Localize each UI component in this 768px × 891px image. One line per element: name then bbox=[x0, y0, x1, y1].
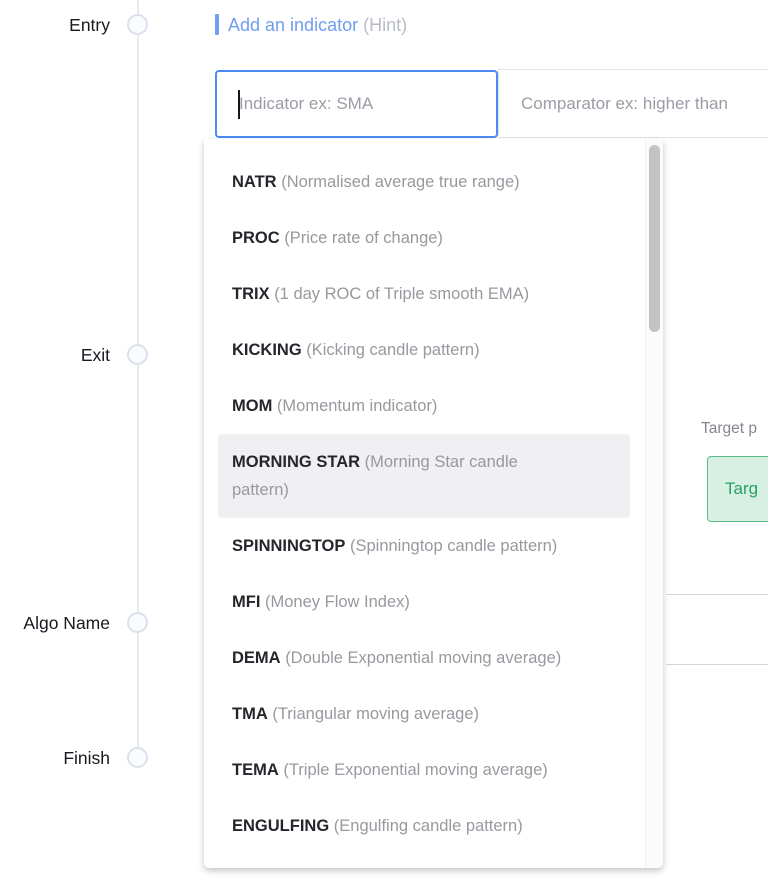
dropdown-item-text: MORNING STAR (Morning Star candle patter… bbox=[232, 448, 572, 504]
comparator-input[interactable] bbox=[498, 69, 768, 138]
stepper-label-entry[interactable]: Entry bbox=[69, 15, 110, 35]
indicator-code: TMA bbox=[232, 705, 268, 723]
dropdown-item[interactable]: SPINNINGTOP (Spinningtop candle pattern) bbox=[218, 518, 630, 574]
indicator-description: (Spinningtop candle pattern) bbox=[349, 537, 558, 555]
indicator-dropdown-list: NATR (Normalised average true range) PRO… bbox=[204, 139, 663, 870]
indicator-code: PROC bbox=[232, 229, 280, 247]
target-percent-label: Target p bbox=[701, 420, 758, 437]
dropdown-item-text: TMA (Triangular moving average) bbox=[232, 705, 479, 723]
field-underline-bottom bbox=[666, 664, 768, 665]
indicator-code: TEMA bbox=[232, 761, 279, 779]
dropdown-item-text: MOM (Momentum indicator) bbox=[232, 397, 437, 415]
indicator-code: DEMA bbox=[232, 649, 281, 667]
indicator-code: MOM bbox=[232, 397, 273, 415]
dropdown-item[interactable]: DEMA (Double Exponential moving average) bbox=[218, 630, 630, 686]
text-caret bbox=[238, 90, 240, 119]
dropdown-item[interactable]: PROC (Price rate of change) bbox=[218, 210, 630, 266]
dropdown-item[interactable]: MORNING STAR (Morning Star candle patter… bbox=[218, 434, 630, 518]
dropdown-item[interactable]: TRIX (1 day ROC of Triple smooth EMA) bbox=[218, 266, 630, 322]
indicator-description: (1 day ROC of Triple smooth EMA) bbox=[274, 285, 530, 303]
stepper-dot-exit[interactable] bbox=[127, 344, 148, 365]
indicator-code: NATR bbox=[232, 173, 277, 191]
indicator-input[interactable] bbox=[215, 70, 498, 138]
indicator-dropdown: NATR (Normalised average true range) PRO… bbox=[204, 139, 663, 868]
dropdown-item-text: ENGULFING (Engulfing candle pattern) bbox=[232, 817, 523, 835]
indicator-code: ENGULFING bbox=[232, 817, 330, 835]
indicator-code: MFI bbox=[232, 593, 261, 611]
stepper-label-exit[interactable]: Exit bbox=[80, 345, 110, 365]
indicator-description: (Triple Exponential moving average) bbox=[283, 761, 548, 779]
indicator-description: (Money Flow Index) bbox=[265, 593, 410, 611]
indicator-code: TRIX bbox=[232, 285, 270, 303]
dropdown-item-text: NATR (Normalised average true range) bbox=[232, 173, 520, 191]
stepper-label-finish[interactable]: Finish bbox=[63, 748, 110, 768]
indicator-description: (Price rate of change) bbox=[284, 229, 443, 247]
dropdown-scrollbar-track[interactable] bbox=[645, 139, 663, 868]
indicator-description: (Momentum indicator) bbox=[276, 397, 438, 415]
indicator-description: (Engulfing candle pattern) bbox=[333, 817, 523, 835]
dropdown-item[interactable]: TEMA (Triple Exponential moving average) bbox=[218, 742, 630, 798]
dropdown-item[interactable]: ENGULFING (Engulfing candle pattern) bbox=[218, 798, 630, 854]
stepper-dot-algo-name[interactable] bbox=[127, 612, 148, 633]
target-percent-button[interactable]: Targ bbox=[707, 456, 768, 522]
dropdown-item[interactable]: NATR (Normalised average true range) bbox=[218, 154, 630, 210]
dropdown-item[interactable]: TMA (Triangular moving average) bbox=[218, 686, 630, 742]
indicator-description: (Double Exponential moving average) bbox=[285, 649, 562, 667]
dropdown-item-text: PROC (Price rate of change) bbox=[232, 229, 443, 247]
dropdown-item-text: SPINNINGTOP (Spinningtop candle pattern) bbox=[232, 537, 557, 555]
indicator-code: MORNING STAR bbox=[232, 453, 361, 471]
dropdown-item-text: KICKING (Kicking candle pattern) bbox=[232, 341, 480, 359]
section-accent-bar bbox=[215, 14, 219, 35]
stepper-label-algo-name[interactable]: Algo Name bbox=[23, 613, 110, 633]
dropdown-item-text: DEMA (Double Exponential moving average) bbox=[232, 649, 561, 667]
stepper-dot-finish[interactable] bbox=[127, 747, 148, 768]
section-title: Add an indicator (Hint) bbox=[228, 13, 407, 37]
indicator-code: SPINNINGTOP bbox=[232, 537, 346, 555]
dropdown-item-text: MFI (Money Flow Index) bbox=[232, 593, 410, 611]
stepper-connector-line bbox=[137, 0, 139, 759]
field-underline-top bbox=[666, 594, 768, 595]
indicator-code: KICKING bbox=[232, 341, 302, 359]
dropdown-item-text: TEMA (Triple Exponential moving average) bbox=[232, 761, 548, 779]
hint-link[interactable]: (Hint) bbox=[363, 15, 408, 35]
dropdown-item-text: TRIX (1 day ROC of Triple smooth EMA) bbox=[232, 285, 529, 303]
stepper-dot-entry[interactable] bbox=[127, 14, 148, 35]
dropdown-item[interactable]: MFI (Money Flow Index) bbox=[218, 574, 630, 630]
section-title-text: Add an indicator bbox=[228, 15, 359, 35]
dropdown-item[interactable]: KICKING (Kicking candle pattern) bbox=[218, 322, 630, 378]
indicator-description: (Kicking candle pattern) bbox=[306, 341, 480, 359]
indicator-description: (Morning Star candle pattern) bbox=[232, 453, 518, 499]
indicator-description: (Normalised average true range) bbox=[281, 173, 520, 191]
dropdown-item[interactable]: MOM (Momentum indicator) bbox=[218, 378, 630, 434]
indicator-description: (Triangular moving average) bbox=[272, 705, 479, 723]
dropdown-scrollbar-thumb[interactable] bbox=[649, 145, 660, 332]
